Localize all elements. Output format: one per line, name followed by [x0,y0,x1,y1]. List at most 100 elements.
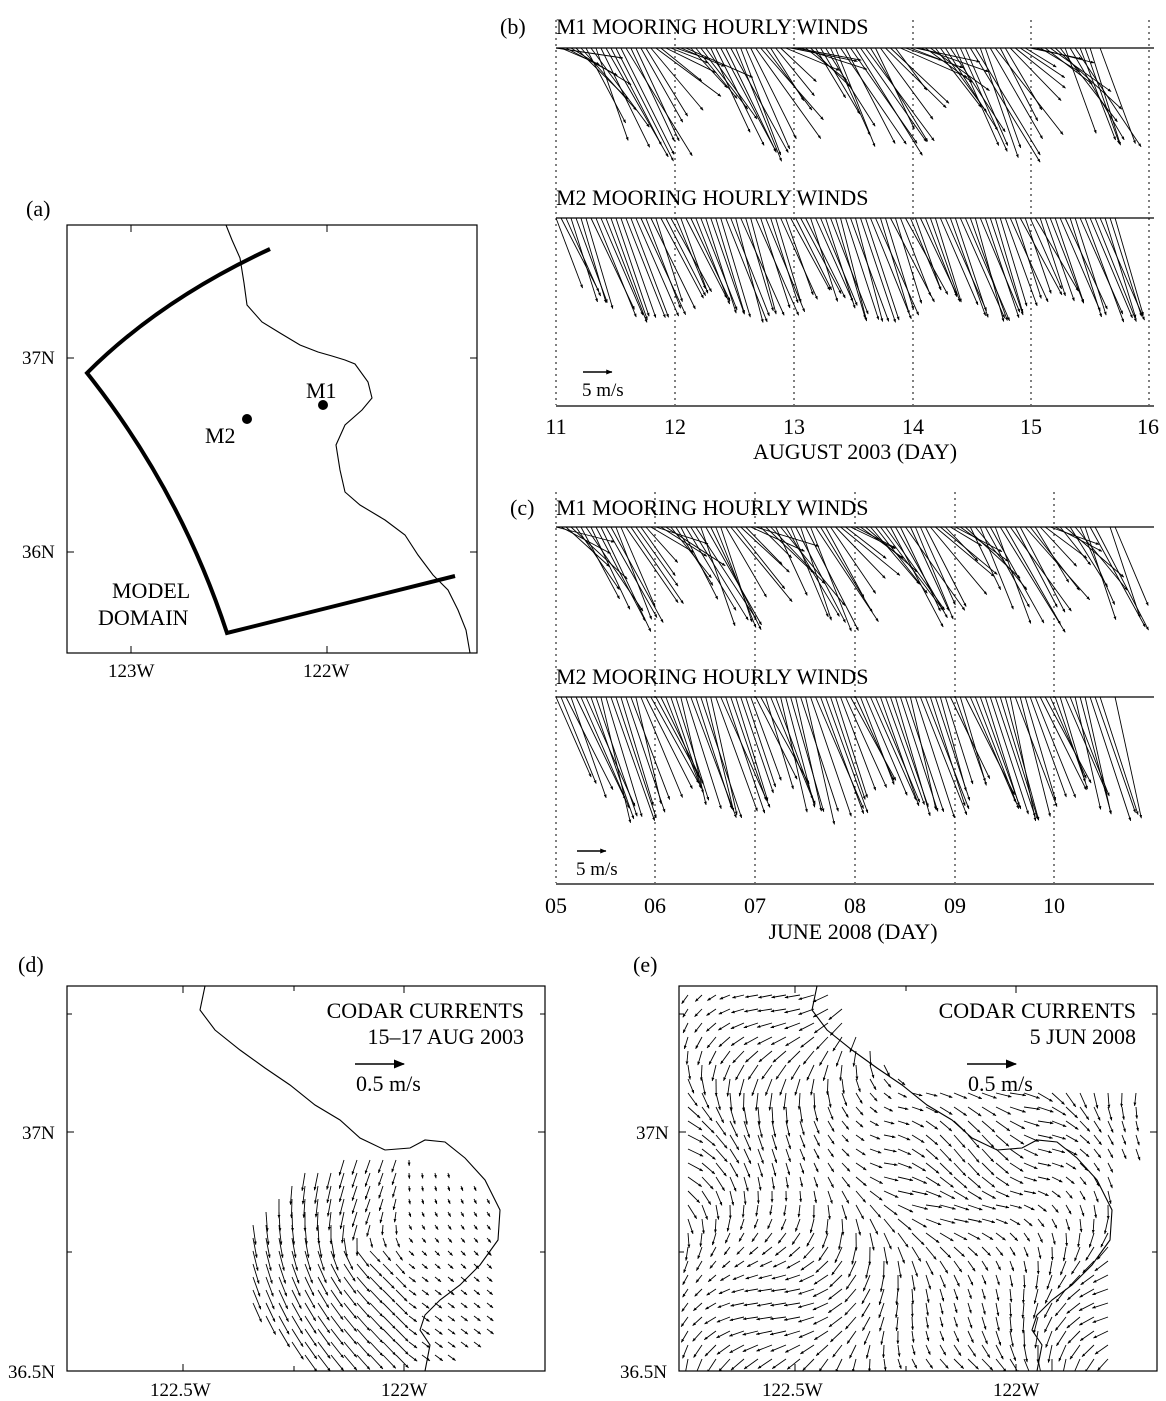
current-vector [369,1276,383,1291]
current-vector [718,1288,731,1295]
current-vector [351,1172,358,1188]
wind-stick [805,696,836,825]
current-vector [369,1263,383,1277]
current-vector [486,1224,491,1230]
wind-stick [924,696,970,810]
current-vector [878,1302,885,1319]
wind-stick [894,217,922,304]
wind-stick [610,47,662,146]
wind-stick [909,696,937,810]
current-vector [925,1302,929,1317]
current-vector [343,1250,354,1270]
wind-stick [939,696,967,792]
current-vector [1009,1190,1024,1196]
current-vector [953,1246,965,1257]
current-vector [755,1204,759,1217]
wind-stick [1034,696,1077,798]
current-vector [830,1330,843,1343]
current-vector [897,1092,908,1098]
current-vector [706,1288,717,1296]
current-vector [252,1276,261,1297]
wind-stick [835,47,876,147]
wind-stick [1109,217,1142,317]
wind-stick [979,217,1021,313]
wind-stick [914,217,942,291]
wind-stick [715,47,765,146]
wind-stick [855,47,923,156]
current-vector [339,1211,345,1230]
current-vector [1079,1190,1086,1201]
current-vector [855,1078,861,1093]
current-vector [1023,1106,1041,1111]
current-vector [291,1250,298,1272]
current-vector [770,1288,787,1293]
current-vector [304,1315,317,1334]
current-vector [715,1106,725,1124]
station-m2-label: M2 [205,423,236,448]
current-vector [704,1330,717,1341]
current-vector [1054,1302,1067,1317]
current-vector [1023,1358,1030,1371]
wind-stick [730,217,770,317]
current-vector [460,1250,466,1256]
current-vector [356,1302,371,1318]
current-vector [1094,1260,1109,1272]
panel-b-m1-title: M1 MOORING HOURLY WINDS [556,14,869,39]
wind-stick [1094,696,1136,813]
current-vector [395,1276,407,1289]
current-vector [278,1250,285,1272]
current-vector [754,1092,759,1112]
current-vector [1033,1302,1039,1319]
current-vector [911,1330,915,1343]
current-vector [981,1120,996,1133]
current-vector [1093,1176,1100,1187]
current-vector [841,1190,850,1204]
wind-stick [725,47,777,153]
current-vector [343,1237,348,1258]
current-vector [895,1288,899,1306]
wind-stick [964,47,1009,146]
current-vector [769,1330,787,1336]
wind-stick [745,47,791,150]
current-vector [880,1330,885,1346]
wind-stick [845,217,880,320]
current-vector [967,1274,974,1286]
current-vector [407,1185,411,1192]
current-vector [771,1162,777,1177]
current-vector [1009,1260,1015,1272]
wind-stick [730,47,789,153]
current-vector [338,1172,345,1189]
current-vector [715,1148,728,1163]
current-vector [1037,1190,1049,1197]
wind-stick [1079,47,1116,141]
wind-stick [600,526,652,632]
current-vector [751,1078,759,1097]
wind-stick [745,526,783,565]
current-vector [911,1260,918,1277]
wind-stick [640,217,687,316]
panel-e-xtick-122-5w: 122.5W [762,1380,823,1401]
wind-stick [989,526,1045,624]
panel-a: (a) 37N 36N 123W 122W M1 M2 MODEL DOMAIN [22,196,478,682]
wind-stick [810,47,851,88]
current-vector [720,1274,731,1282]
current-vector [1033,1316,1039,1334]
current-vector [1044,1288,1053,1304]
current-vector [846,1330,857,1344]
current-vector [694,1288,703,1297]
wind-stick [725,696,766,814]
current-vector [718,1008,731,1015]
current-vector [798,1274,815,1283]
current-vector [304,1224,308,1245]
current-vector [732,994,745,999]
current-vector [1009,1302,1013,1318]
current-vector [304,1237,310,1259]
current-vector [707,994,717,1001]
current-vector [797,1316,815,1323]
current-vector [682,1008,689,1018]
wind-stick [580,526,620,600]
current-vector [953,1148,966,1163]
current-vector [701,1190,712,1205]
current-vector [378,1172,384,1187]
current-vector [1133,1092,1137,1107]
